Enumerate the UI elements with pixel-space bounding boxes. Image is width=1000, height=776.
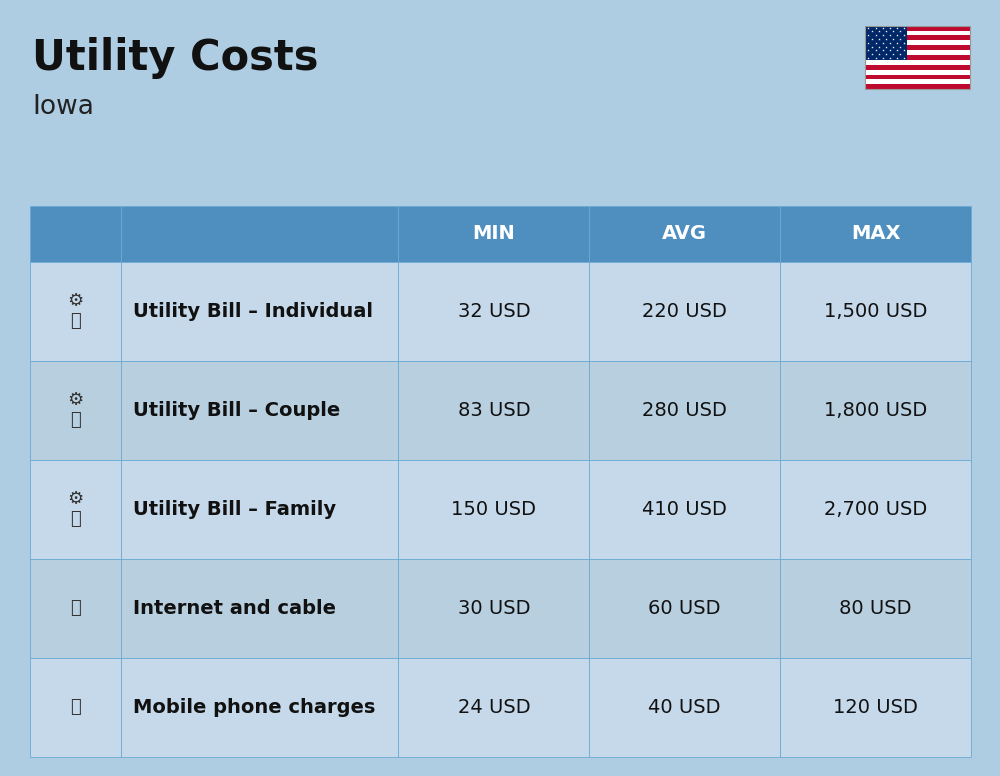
Text: ⚙
👤: ⚙ 👤 — [68, 292, 84, 331]
Bar — [30, 559, 121, 657]
Text: 32 USD: 32 USD — [458, 302, 530, 320]
Text: 📱: 📱 — [70, 698, 81, 716]
Text: 2,700 USD: 2,700 USD — [824, 500, 927, 518]
Text: 80 USD: 80 USD — [839, 598, 912, 618]
Bar — [780, 206, 971, 262]
Text: Mobile phone charges: Mobile phone charges — [133, 698, 376, 716]
Bar — [865, 64, 970, 70]
Text: Iowa: Iowa — [32, 94, 94, 120]
Text: ⚙
👤: ⚙ 👤 — [68, 490, 84, 528]
Bar — [865, 70, 970, 74]
Text: MIN: MIN — [473, 224, 515, 243]
Bar — [121, 459, 398, 559]
Bar — [398, 206, 589, 262]
Bar — [865, 36, 970, 40]
Text: 280 USD: 280 USD — [642, 400, 727, 420]
Bar — [865, 60, 970, 64]
Bar — [865, 79, 970, 85]
Bar — [780, 459, 971, 559]
Bar — [121, 559, 398, 657]
Text: 410 USD: 410 USD — [642, 500, 727, 518]
Bar — [780, 262, 971, 361]
Text: Utility Bill – Individual: Utility Bill – Individual — [133, 302, 373, 320]
Bar — [398, 262, 589, 361]
Text: 220 USD: 220 USD — [642, 302, 727, 320]
Bar — [589, 262, 780, 361]
Bar — [865, 26, 970, 30]
Bar — [589, 459, 780, 559]
Text: Utility Bill – Couple: Utility Bill – Couple — [133, 400, 340, 420]
Text: Utility Bill – Family: Utility Bill – Family — [133, 500, 336, 518]
Text: MAX: MAX — [851, 224, 900, 243]
Bar — [780, 361, 971, 459]
Bar — [865, 50, 970, 55]
Bar — [121, 657, 398, 757]
Text: 1,500 USD: 1,500 USD — [824, 302, 927, 320]
Bar — [780, 657, 971, 757]
Bar — [121, 361, 398, 459]
Bar — [589, 559, 780, 657]
Bar — [30, 361, 121, 459]
Bar — [865, 26, 907, 60]
Bar — [589, 361, 780, 459]
Bar — [30, 459, 121, 559]
Text: 40 USD: 40 USD — [648, 698, 721, 716]
Bar — [589, 657, 780, 757]
Text: 📶: 📶 — [70, 599, 81, 617]
Bar — [30, 657, 121, 757]
Text: 1,800 USD: 1,800 USD — [824, 400, 927, 420]
Bar — [121, 262, 398, 361]
Bar — [30, 206, 121, 262]
Text: 150 USD: 150 USD — [451, 500, 536, 518]
Bar — [398, 559, 589, 657]
Text: ⚙
👤: ⚙ 👤 — [68, 390, 84, 429]
Text: AVG: AVG — [662, 224, 707, 243]
Bar — [780, 559, 971, 657]
Text: 60 USD: 60 USD — [648, 598, 721, 618]
Bar — [865, 30, 970, 36]
Bar — [30, 262, 121, 361]
Bar — [121, 206, 398, 262]
Text: 24 USD: 24 USD — [458, 698, 530, 716]
Bar — [865, 26, 970, 89]
Text: Internet and cable: Internet and cable — [133, 598, 336, 618]
Bar — [865, 55, 970, 60]
Text: Utility Costs: Utility Costs — [32, 37, 318, 79]
Bar — [589, 206, 780, 262]
Bar — [398, 459, 589, 559]
Bar — [398, 361, 589, 459]
Bar — [865, 85, 970, 89]
Text: 120 USD: 120 USD — [833, 698, 918, 716]
Bar — [398, 657, 589, 757]
Text: 30 USD: 30 USD — [458, 598, 530, 618]
Bar — [865, 40, 970, 45]
Text: 83 USD: 83 USD — [458, 400, 530, 420]
Bar — [865, 45, 970, 50]
Bar — [865, 74, 970, 79]
